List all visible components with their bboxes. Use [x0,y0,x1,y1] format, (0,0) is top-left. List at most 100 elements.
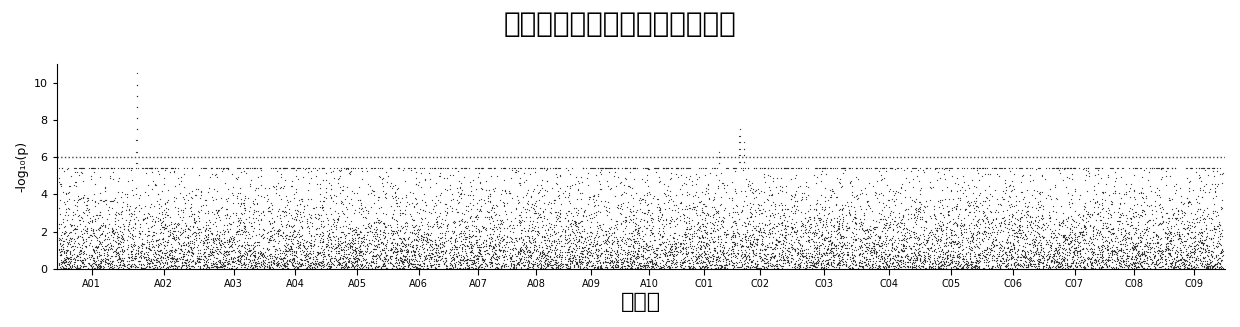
Point [724,263,744,268]
Point [849,192,869,197]
Point [170,237,190,242]
Point [740,256,760,262]
Point [878,263,898,268]
Point [890,255,910,260]
Point [967,258,987,263]
Point [796,227,816,232]
Point [1151,256,1171,261]
Point [207,258,227,263]
Point [389,200,409,205]
Point [320,262,340,267]
Point [642,231,662,236]
Point [970,209,990,214]
Point [1171,257,1190,262]
Point [128,160,148,165]
Point [650,261,670,266]
Point [963,166,983,171]
Point [709,257,729,263]
Point [558,232,578,237]
Point [66,170,86,175]
Point [649,201,668,206]
Point [1044,259,1064,264]
Point [1100,250,1120,255]
Point [71,257,91,263]
Point [536,257,556,262]
Point [719,261,739,266]
Point [474,256,494,262]
Point [791,245,811,250]
Point [1151,264,1171,269]
Point [1128,261,1148,266]
Point [841,243,861,248]
Point [391,247,410,252]
Point [131,266,151,271]
Point [624,236,644,241]
Point [156,166,176,171]
Point [1017,209,1037,214]
Point [954,229,973,234]
Point [573,248,593,253]
Point [217,249,237,254]
Point [470,181,490,186]
Point [1112,237,1132,243]
Point [352,248,372,253]
Point [870,240,890,245]
Point [1019,248,1039,253]
Point [281,244,301,249]
Point [658,206,678,211]
Point [317,262,337,267]
Point [453,265,472,270]
Point [275,260,295,265]
Point [1016,264,1035,269]
Point [691,254,711,259]
Point [822,240,842,245]
Point [821,222,841,227]
Point [567,246,587,251]
Point [455,231,475,236]
Point [699,219,719,225]
Point [1004,261,1024,266]
Point [120,264,140,269]
Point [600,246,620,251]
Point [946,203,966,208]
Point [1090,218,1110,223]
Point [1213,205,1233,211]
Point [890,259,910,264]
Point [1019,173,1039,178]
Point [1179,254,1199,259]
Point [162,263,182,268]
Point [156,205,176,210]
Point [503,259,523,264]
Point [785,208,805,213]
Point [279,222,299,227]
Point [986,237,1006,242]
Point [863,226,883,231]
Point [461,242,481,247]
Point [970,200,990,205]
Point [827,175,847,180]
Point [569,253,589,258]
Point [859,204,879,209]
Point [680,237,699,242]
Point [386,256,405,261]
Point [418,223,438,229]
Point [1116,213,1136,218]
Point [215,248,234,253]
Point [546,259,565,264]
Point [325,192,345,198]
Point [507,193,527,198]
Point [1185,250,1205,255]
Point [477,264,497,269]
Point [270,185,290,191]
Point [149,201,169,207]
Point [966,266,986,271]
Point [428,261,448,267]
Point [215,263,234,268]
Point [520,235,539,240]
Point [1011,218,1030,224]
Point [391,224,410,229]
Point [863,256,883,261]
Point [1163,234,1183,239]
Point [378,260,398,266]
Point [267,246,286,251]
